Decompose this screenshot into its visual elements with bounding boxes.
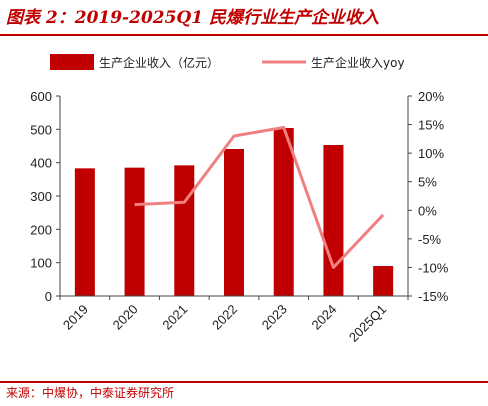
x-tick-label: 2019 — [60, 302, 91, 333]
bar-2023 — [273, 128, 294, 296]
bar-2025Q1 — [373, 266, 394, 296]
line-series — [134, 125, 385, 269]
x-tick-label: 2023 — [259, 302, 290, 333]
right-tick-label: -15% — [418, 289, 449, 304]
chart-title: 图表 2：2019-2025Q1 民爆行业生产企业收入 — [6, 8, 379, 28]
right-tick-label: 15% — [418, 118, 444, 133]
title-divider — [0, 34, 488, 36]
left-tick-label: 500 — [30, 122, 52, 137]
bar-2024 — [323, 145, 344, 296]
yoy-line — [134, 125, 385, 269]
source-divider — [0, 381, 488, 383]
bar-2022 — [224, 149, 244, 296]
legend-bar-label: 生产企业收入（亿元） — [99, 55, 219, 70]
source-note: 来源：中爆协，中泰证券研究所 — [6, 386, 175, 400]
x-tick-label: 2020 — [110, 302, 141, 333]
bar-2020 — [124, 167, 145, 296]
bar-series — [74, 128, 394, 296]
chart-area: 生产企业收入（亿元） 生产企业收入yoy 0 100 200 300 400 500 600 -… — [30, 54, 449, 345]
right-tick-label: -10% — [418, 260, 449, 275]
right-tick-label: 10% — [418, 146, 444, 161]
x-tick-label: 2025Q1 — [346, 302, 389, 345]
left-tick-label: 400 — [30, 156, 52, 171]
right-tick-label: 0% — [418, 203, 437, 218]
left-tick-label: 0 — [45, 289, 52, 304]
right-tick-label: 20% — [418, 89, 444, 104]
x-tick-label: 2022 — [209, 302, 240, 333]
x-tick-label: 2024 — [308, 302, 339, 333]
bar-2021 — [174, 165, 195, 296]
bar-2019 — [74, 168, 95, 296]
left-tick-label: 600 — [30, 89, 52, 104]
left-tick-label: 300 — [30, 189, 52, 204]
left-tick-label: 200 — [30, 222, 52, 237]
legend: 生产企业收入（亿元） 生产企业收入yoy — [50, 54, 405, 70]
left-tick-label: 100 — [30, 256, 52, 271]
right-tick-label: -5% — [418, 232, 442, 247]
right-tick-label: 5% — [418, 175, 437, 190]
legend-bar-swatch — [50, 54, 94, 70]
legend-line-label: 生产企业收入yoy — [311, 55, 405, 70]
x-tick-label: 2021 — [159, 302, 190, 333]
